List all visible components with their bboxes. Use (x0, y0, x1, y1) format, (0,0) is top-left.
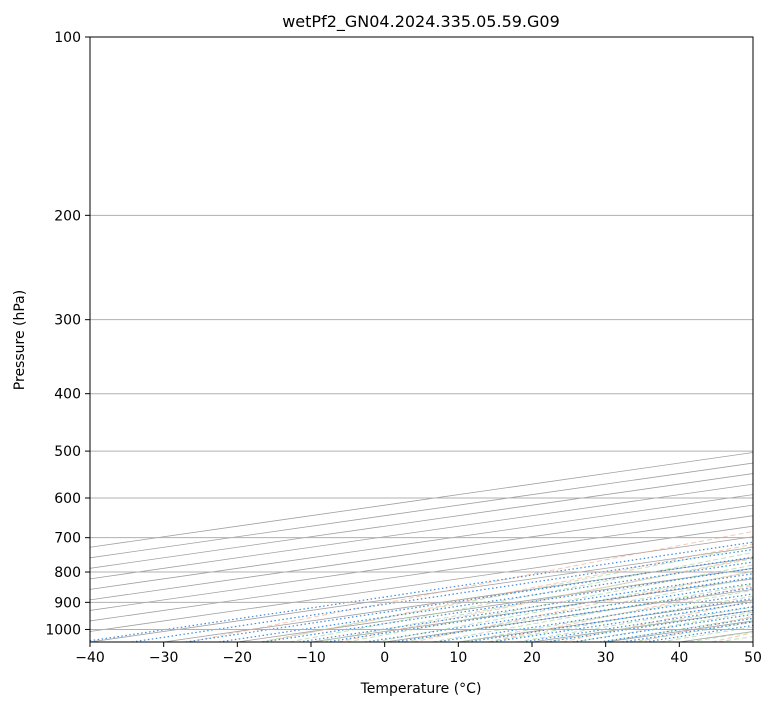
isotherm-line (90, 525, 753, 622)
x-tick-label: 50 (744, 650, 762, 666)
mixing-ratio-line (262, 567, 753, 642)
isotherm-line (90, 504, 753, 601)
isotherm-line (163, 557, 753, 642)
moist-adiabat-line (689, 631, 753, 642)
x-tick-label: −20 (223, 650, 253, 666)
isotherm-line (90, 462, 753, 559)
y-tick-label: 300 (54, 313, 81, 329)
moist-adiabat-line (602, 616, 753, 642)
moist-adiabat-line (487, 595, 753, 642)
y-axis: 100 200 300 400 500 600 700 800 900 1000 (45, 30, 90, 638)
y-tick-label: 100 (54, 30, 81, 46)
dry-adiabat-line (263, 543, 753, 642)
dry-adiabat-line (562, 600, 753, 642)
y-tick-label: 900 (54, 595, 81, 611)
x-axis: −40 −30 −20 −10 0 10 20 30 40 50 (75, 642, 762, 666)
isotherm-line (90, 515, 753, 611)
dry-adiabat-line (412, 570, 753, 642)
plot-frame (89, 36, 754, 643)
moist-adiabat-line (403, 577, 753, 642)
mixing-ratio-line (394, 587, 753, 642)
isotherm-line (90, 473, 753, 569)
dry-adiabat-line (636, 615, 753, 642)
y-tick-label: 500 (54, 444, 81, 460)
dry-adiabat-line (711, 632, 753, 642)
isotherm-line (310, 578, 753, 642)
x-tick-label: 10 (449, 650, 467, 666)
y-tick-label: 700 (54, 531, 81, 547)
x-tick-label: 30 (597, 650, 615, 666)
isotherm-line (752, 641, 753, 642)
moist-adiabat-line (260, 545, 753, 642)
mixing-ratio-line (90, 541, 753, 642)
isotherm-line (90, 483, 753, 580)
moist-adiabat-line (374, 570, 753, 642)
x-tick-label: −40 (75, 650, 105, 666)
chart-title: wetPf2_GN04.2024.335.05.59.G09 (282, 12, 560, 32)
x-tick-label: −30 (149, 650, 179, 666)
mixing-ratio-line (622, 621, 753, 642)
x-tick-label: 20 (523, 650, 541, 666)
mixing-ratio-line (572, 613, 753, 642)
dry-adiabat-line (487, 585, 753, 642)
mixing-ratio-line (185, 556, 753, 642)
y-tick-label: 1000 (45, 622, 81, 638)
x-axis-label: Temperature (°C) (360, 681, 482, 697)
y-axis-label: Pressure (hPa) (12, 290, 28, 390)
moist-adiabat-line (317, 558, 753, 642)
background-lines (90, 452, 753, 642)
dry-adiabat-line (338, 557, 753, 642)
x-tick-label: 40 (670, 650, 688, 666)
moist-adiabat-line (516, 601, 753, 642)
y-tick-label: 600 (54, 491, 81, 507)
y-tick-label: 800 (54, 565, 81, 581)
moist-adiabat-line (573, 611, 753, 642)
moist-adiabat-line (289, 551, 753, 642)
mixing-ratio-line (436, 593, 753, 642)
x-tick-label: −10 (296, 650, 326, 666)
mixing-ratio-line (467, 597, 753, 642)
y-tick-label: 200 (54, 208, 81, 224)
isotherm-line (90, 452, 753, 548)
isotherm-line (90, 494, 753, 590)
mixing-ratio-line (365, 582, 753, 642)
x-tick-label: 0 (380, 650, 389, 666)
dry-adiabat-line (188, 530, 753, 642)
y-tick-label: 400 (54, 387, 81, 403)
isotherm-line (605, 620, 753, 642)
isotherm-line (90, 536, 753, 632)
